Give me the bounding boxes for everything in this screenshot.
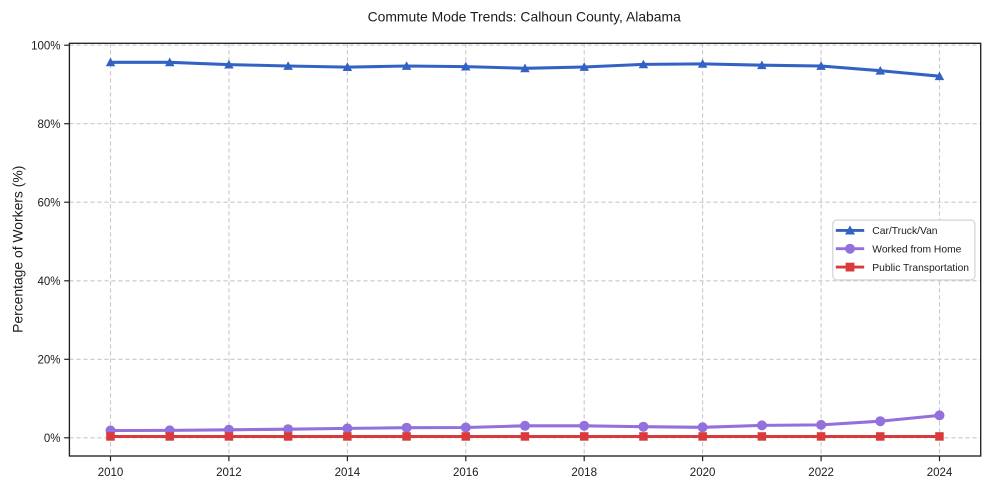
svg-text:Worked from Home: Worked from Home: [872, 244, 961, 255]
svg-text:2022: 2022: [808, 467, 834, 479]
svg-text:40%: 40%: [37, 276, 60, 288]
svg-text:Car/Truck/Van: Car/Truck/Van: [872, 226, 938, 237]
svg-text:2020: 2020: [690, 467, 716, 479]
svg-text:Public Transportation: Public Transportation: [872, 263, 969, 274]
svg-text:2010: 2010: [98, 467, 124, 479]
svg-text:80%: 80%: [37, 119, 60, 131]
svg-text:2014: 2014: [335, 467, 361, 479]
svg-text:Commute Mode Trends: Calhoun C: Commute Mode Trends: Calhoun County, Ala…: [368, 9, 681, 25]
svg-text:2016: 2016: [453, 467, 479, 479]
svg-text:2024: 2024: [927, 467, 953, 479]
svg-text:2018: 2018: [571, 467, 597, 479]
svg-text:100%: 100%: [31, 40, 60, 52]
svg-text:2012: 2012: [216, 467, 242, 479]
svg-text:60%: 60%: [37, 197, 60, 209]
svg-text:20%: 20%: [37, 355, 60, 367]
svg-text:Percentage of Workers (%): Percentage of Workers (%): [10, 166, 26, 333]
svg-text:0%: 0%: [44, 433, 61, 445]
